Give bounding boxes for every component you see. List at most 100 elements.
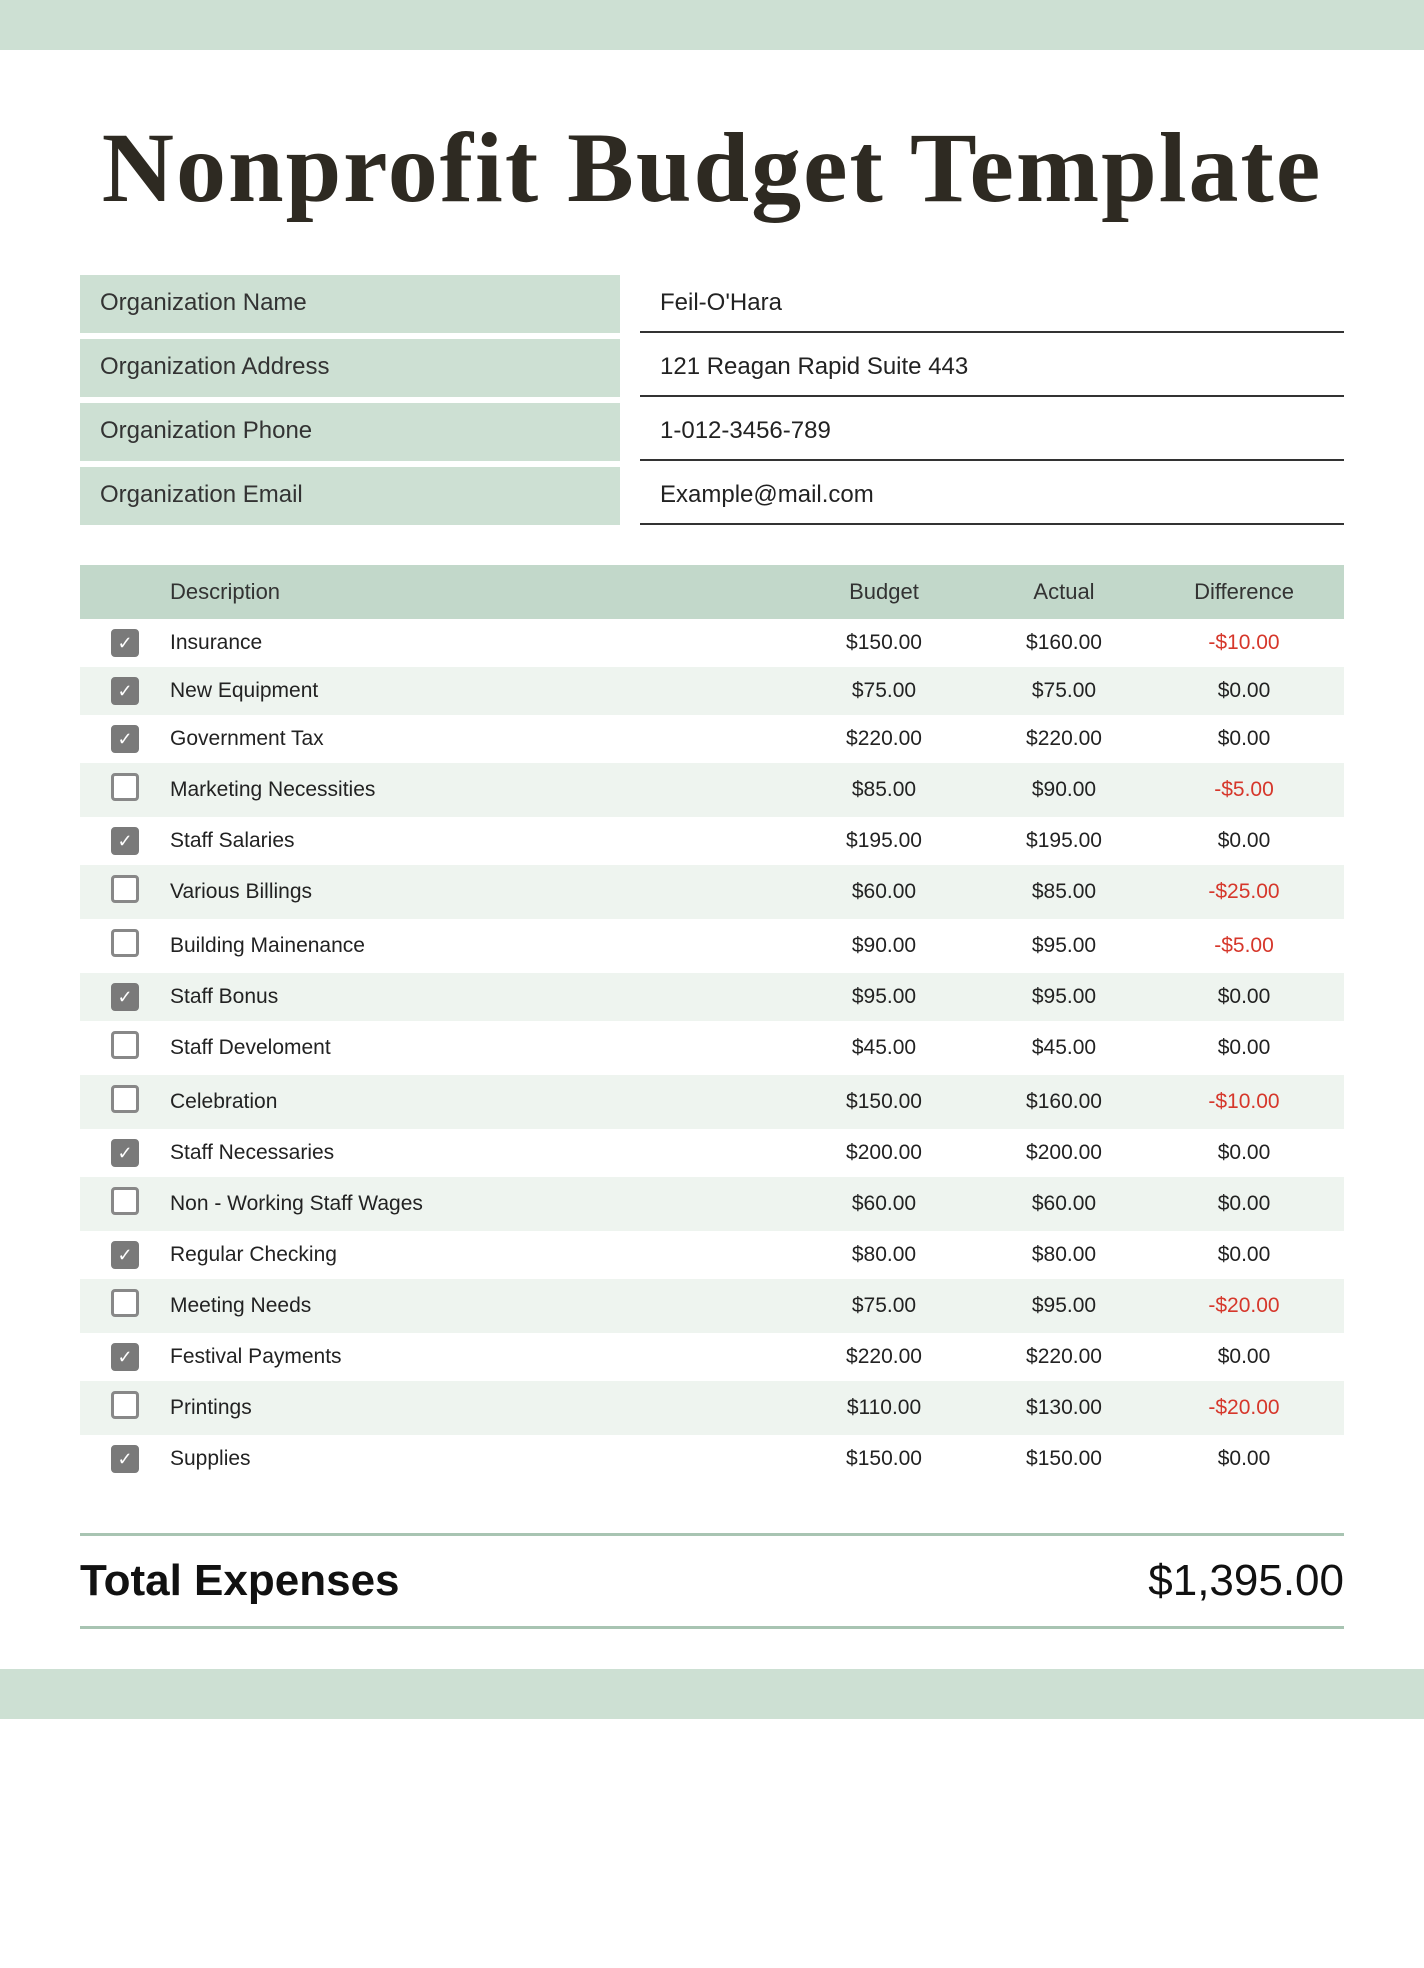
table-row: ✓Festival Payments$220.00$220.00$0.00 bbox=[80, 1333, 1344, 1381]
row-checkbox[interactable] bbox=[111, 773, 139, 801]
org-address-value[interactable]: 121 Reagan Rapid Suite 443 bbox=[640, 339, 1344, 397]
row-budget: $75.00 bbox=[794, 679, 974, 703]
row-checkbox-cell bbox=[90, 1187, 160, 1221]
org-phone-value[interactable]: 1-012-3456-789 bbox=[640, 403, 1344, 461]
row-budget: $150.00 bbox=[794, 1447, 974, 1471]
check-icon: ✓ bbox=[117, 730, 132, 748]
row-checkbox[interactable] bbox=[111, 1187, 139, 1215]
row-difference: -$20.00 bbox=[1154, 1396, 1334, 1420]
org-name-label: Organization Name bbox=[80, 275, 620, 333]
check-icon: ✓ bbox=[117, 832, 132, 850]
table-row: Building Mainenance$90.00$95.00-$5.00 bbox=[80, 919, 1344, 973]
row-actual: $195.00 bbox=[974, 829, 1154, 853]
row-checkbox[interactable]: ✓ bbox=[111, 1139, 139, 1167]
org-name-value[interactable]: Feil-O'Hara bbox=[640, 275, 1344, 333]
table-row: Marketing Necessities$85.00$90.00-$5.00 bbox=[80, 763, 1344, 817]
row-actual: $80.00 bbox=[974, 1243, 1154, 1267]
row-checkbox[interactable] bbox=[111, 1031, 139, 1059]
row-difference: $0.00 bbox=[1154, 679, 1334, 703]
row-budget: $220.00 bbox=[794, 1345, 974, 1369]
row-difference: -$10.00 bbox=[1154, 1090, 1334, 1114]
row-checkbox-cell bbox=[90, 1289, 160, 1323]
row-difference: $0.00 bbox=[1154, 1141, 1334, 1165]
row-difference: $0.00 bbox=[1154, 1345, 1334, 1369]
table-row: Meeting Needs$75.00$95.00-$20.00 bbox=[80, 1279, 1344, 1333]
table-row: Celebration$150.00$160.00-$10.00 bbox=[80, 1075, 1344, 1129]
table-row: Various Billings$60.00$85.00-$25.00 bbox=[80, 865, 1344, 919]
header-budget: Budget bbox=[794, 579, 974, 605]
row-description: Staff Develoment bbox=[160, 1036, 794, 1060]
row-difference: $0.00 bbox=[1154, 985, 1334, 1009]
row-checkbox[interactable] bbox=[111, 875, 139, 903]
row-actual: $95.00 bbox=[974, 934, 1154, 958]
table-row: ✓Staff Necessaries$200.00$200.00$0.00 bbox=[80, 1129, 1344, 1177]
row-budget: $195.00 bbox=[794, 829, 974, 853]
org-address-label: Organization Address bbox=[80, 339, 620, 397]
row-checkbox[interactable]: ✓ bbox=[111, 983, 139, 1011]
row-checkbox[interactable]: ✓ bbox=[111, 629, 139, 657]
row-description: New Equipment bbox=[160, 679, 794, 703]
row-checkbox[interactable] bbox=[111, 1085, 139, 1113]
row-checkbox[interactable]: ✓ bbox=[111, 725, 139, 753]
row-checkbox[interactable]: ✓ bbox=[111, 1343, 139, 1371]
org-email-value[interactable]: Example@mail.com bbox=[640, 467, 1344, 525]
row-checkbox-cell: ✓ bbox=[90, 1343, 160, 1371]
row-budget: $60.00 bbox=[794, 880, 974, 904]
row-description: Various Billings bbox=[160, 880, 794, 904]
row-description: Celebration bbox=[160, 1090, 794, 1114]
row-difference: $0.00 bbox=[1154, 1447, 1334, 1471]
row-difference: -$5.00 bbox=[1154, 778, 1334, 802]
check-icon: ✓ bbox=[117, 682, 132, 700]
row-budget: $220.00 bbox=[794, 727, 974, 751]
row-difference: $0.00 bbox=[1154, 1243, 1334, 1267]
row-checkbox[interactable]: ✓ bbox=[111, 1445, 139, 1473]
row-checkbox-cell bbox=[90, 929, 160, 963]
table-row: Non - Working Staff Wages$60.00$60.00$0.… bbox=[80, 1177, 1344, 1231]
row-actual: $150.00 bbox=[974, 1447, 1154, 1471]
row-description: Marketing Necessities bbox=[160, 778, 794, 802]
row-description: Government Tax bbox=[160, 727, 794, 751]
row-actual: $220.00 bbox=[974, 727, 1154, 751]
row-description: Festival Payments bbox=[160, 1345, 794, 1369]
row-budget: $110.00 bbox=[794, 1396, 974, 1420]
row-checkbox-cell: ✓ bbox=[90, 1241, 160, 1269]
row-actual: $45.00 bbox=[974, 1036, 1154, 1060]
row-actual: $90.00 bbox=[974, 778, 1154, 802]
row-difference: -$10.00 bbox=[1154, 631, 1334, 655]
row-description: Non - Working Staff Wages bbox=[160, 1192, 794, 1216]
header-description: Description bbox=[160, 579, 794, 605]
row-checkbox[interactable] bbox=[111, 929, 139, 957]
row-difference: -$20.00 bbox=[1154, 1294, 1334, 1318]
row-budget: $200.00 bbox=[794, 1141, 974, 1165]
row-description: Building Mainenance bbox=[160, 934, 794, 958]
row-checkbox[interactable]: ✓ bbox=[111, 1241, 139, 1269]
row-difference: -$25.00 bbox=[1154, 880, 1334, 904]
table-row: ✓Staff Bonus$95.00$95.00$0.00 bbox=[80, 973, 1344, 1021]
check-icon: ✓ bbox=[117, 988, 132, 1006]
bottom-bar bbox=[0, 1669, 1424, 1719]
row-actual: $75.00 bbox=[974, 679, 1154, 703]
row-checkbox-cell: ✓ bbox=[90, 677, 160, 705]
org-address-row: Organization Address 121 Reagan Rapid Su… bbox=[80, 339, 1344, 397]
row-actual: $130.00 bbox=[974, 1396, 1154, 1420]
row-checkbox-cell bbox=[90, 1085, 160, 1119]
row-checkbox[interactable]: ✓ bbox=[111, 827, 139, 855]
org-email-row: Organization Email Example@mail.com bbox=[80, 467, 1344, 525]
row-checkbox[interactable] bbox=[111, 1289, 139, 1317]
row-actual: $95.00 bbox=[974, 985, 1154, 1009]
row-difference: -$5.00 bbox=[1154, 934, 1334, 958]
table-row: ✓Staff Salaries$195.00$195.00$0.00 bbox=[80, 817, 1344, 865]
row-checkbox-cell: ✓ bbox=[90, 983, 160, 1011]
row-budget: $85.00 bbox=[794, 778, 974, 802]
table-row: ✓Government Tax$220.00$220.00$0.00 bbox=[80, 715, 1344, 763]
org-email-label: Organization Email bbox=[80, 467, 620, 525]
row-actual: $95.00 bbox=[974, 1294, 1154, 1318]
row-checkbox[interactable] bbox=[111, 1391, 139, 1419]
row-difference: $0.00 bbox=[1154, 1036, 1334, 1060]
row-checkbox[interactable]: ✓ bbox=[111, 677, 139, 705]
row-checkbox-cell bbox=[90, 875, 160, 909]
totals-value: $1,395.00 bbox=[1148, 1556, 1344, 1606]
check-icon: ✓ bbox=[117, 1450, 132, 1468]
row-description: Staff Necessaries bbox=[160, 1141, 794, 1165]
row-actual: $60.00 bbox=[974, 1192, 1154, 1216]
